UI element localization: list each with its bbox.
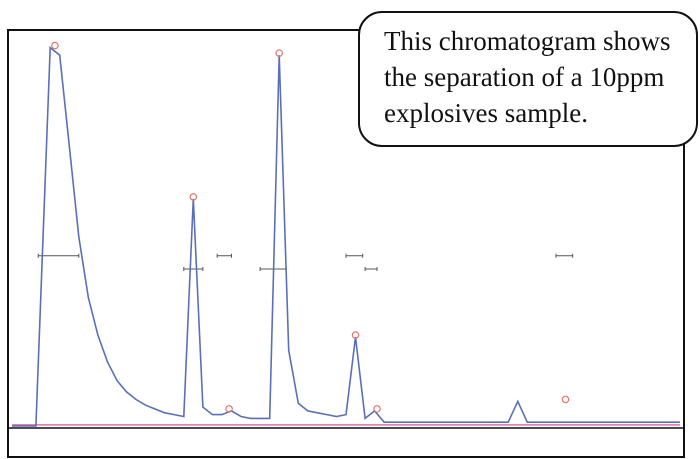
- integration-mark-2: [183, 266, 204, 271]
- integration-mark-6: [364, 266, 378, 271]
- peak-marker-5: [351, 331, 360, 339]
- integration-marks: [37, 253, 574, 271]
- callout-line-3: explosives sample.: [384, 98, 588, 128]
- annotation-callout: This chromatogram shows the separation o…: [358, 11, 698, 147]
- plot-frame: [7, 29, 685, 458]
- peak-marker-1: [51, 41, 59, 50]
- integration-mark-5: [345, 253, 364, 258]
- peak-marker-6: [373, 405, 381, 413]
- peak-markers: [51, 41, 570, 413]
- integration-mark-7: [555, 253, 574, 258]
- peak-marker-2: [189, 193, 198, 201]
- integration-mark-3: [216, 253, 232, 258]
- chromatogram-trace: [12, 45, 680, 427]
- callout-line-2: the separation of a 10ppm: [384, 62, 665, 92]
- peak-marker-3: [225, 405, 233, 413]
- integration-mark-1: [37, 253, 80, 258]
- callout-line-1: This chromatogram shows: [384, 26, 671, 56]
- peak-marker-7: [561, 395, 570, 404]
- peak-marker-4: [275, 49, 284, 57]
